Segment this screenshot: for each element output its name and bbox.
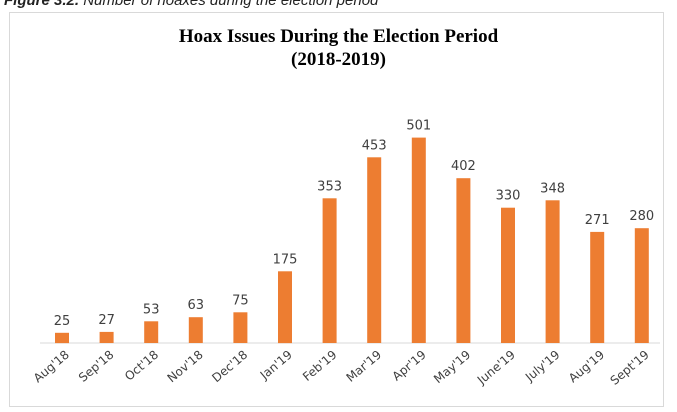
value-label-7: 453 (362, 138, 387, 153)
value-label-8: 501 (406, 119, 431, 134)
value-label-13: 280 (629, 209, 654, 224)
bar-0 (55, 332, 69, 344)
value-label-5: 175 (273, 252, 298, 267)
value-label-0: 25 (54, 314, 71, 329)
x-tick-label-12: Aug'19 (566, 348, 607, 386)
x-tick-label-2: Oct'18 (122, 348, 161, 384)
tick-labels-group: Aug'18 Sep'18 Oct'18 Nov'18 Dec'18 Jan'19 Feb'… (31, 348, 652, 388)
x-tick-label-13: Sept'19 (608, 348, 652, 388)
x-tick-label-4: Dec'18 (209, 348, 250, 386)
value-label-9: 402 (451, 159, 476, 174)
value-label-3: 63 (188, 298, 205, 313)
value-label-4: 75 (232, 293, 249, 308)
bar-4 (233, 312, 248, 343)
bar-8 (411, 137, 426, 343)
bar-3 (188, 317, 203, 343)
chart-title: Hoax Issues During the Election Period (178, 26, 499, 47)
bar-2 (144, 321, 159, 343)
bar-10 (501, 207, 515, 343)
x-tick-label-1: Sep'18 (76, 348, 117, 385)
value-label-12: 271 (585, 213, 610, 228)
bar-11 (545, 200, 560, 343)
x-tick-label-6: Feb'19 (300, 348, 340, 384)
figure-caption: Figure 3.2. Number of hoaxes during the … (4, 0, 378, 9)
bar-13 (634, 228, 649, 343)
value-label-2: 53 (143, 302, 160, 317)
x-tick-label-0: Aug'18 (31, 348, 72, 386)
value-labels-group: 25 27 53 63 75 175 353 453 501 402 330 348 271 280 (54, 119, 654, 329)
bar-5 (278, 271, 292, 344)
figure-caption-text: Number of hoaxes during the election per… (83, 0, 379, 9)
figure-caption-prefix: Figure 3.2. (4, 0, 80, 9)
bars-group (55, 137, 649, 344)
bar-12 (590, 231, 605, 343)
value-label-10: 330 (496, 189, 521, 204)
x-tick-label-11: July'19 (522, 348, 563, 385)
x-tick-label-9: May'19 (431, 348, 473, 387)
value-label-1: 27 (98, 313, 115, 328)
bar-9 (456, 178, 471, 343)
chart-subtitle: (2018-2019) (291, 49, 386, 70)
x-tick-label-5: Jan'19 (257, 348, 295, 383)
x-tick-label-7: Mar'19 (344, 348, 385, 385)
bar-7 (367, 157, 382, 343)
x-tick-label-10: June'19 (474, 348, 518, 388)
x-tick-label-3: Nov'18 (165, 348, 206, 386)
bar-1 (99, 331, 114, 343)
bar-6 (322, 198, 337, 343)
x-tick-label-8: Apr'19 (390, 348, 429, 384)
value-label-6: 353 (317, 179, 342, 194)
value-label-11: 348 (540, 181, 565, 196)
